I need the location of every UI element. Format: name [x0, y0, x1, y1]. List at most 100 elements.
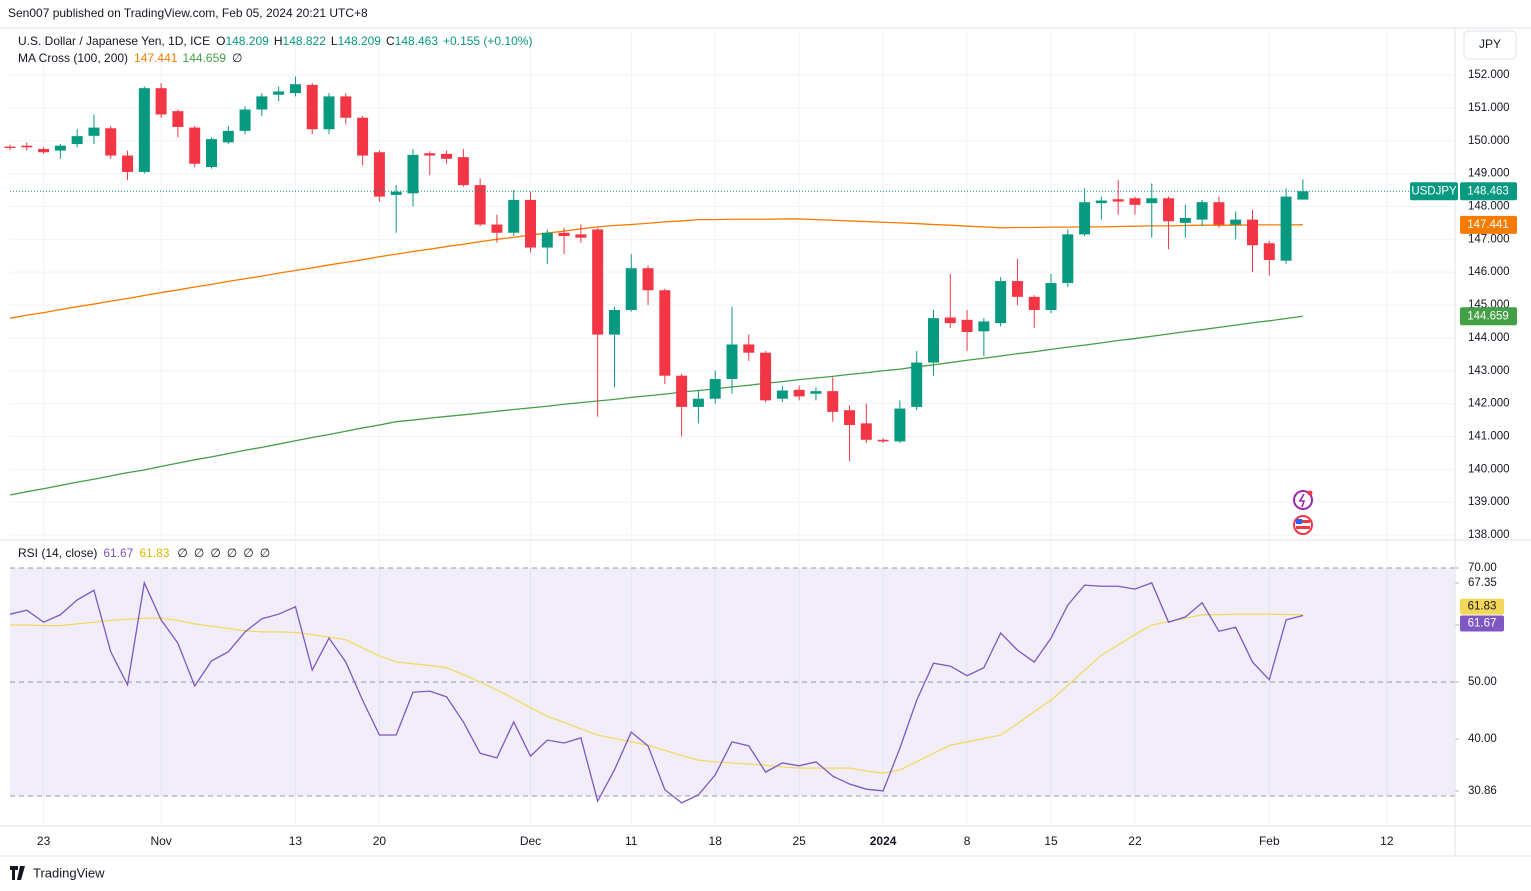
candle-body [659, 290, 671, 376]
indicator-flag: ∅ [260, 546, 270, 560]
overlay-layer: Sen007 published on TradingView.com, Feb… [0, 6, 1531, 880]
price-tag-label: 148.463 [1467, 185, 1509, 197]
candle-body [323, 96, 335, 130]
candle-body [894, 408, 906, 442]
candle-body [256, 96, 268, 110]
candle-body [709, 378, 721, 399]
y-tick-label: 70.00 [1468, 562, 1497, 574]
candle-body [105, 128, 117, 156]
legend-rsi: RSI (14, close) 61.67 61.83 ∅ ∅ ∅ ∅ ∅ ∅ [18, 546, 270, 560]
change: +0.155 (+0.10%) [443, 34, 532, 48]
x-tick-label: 2024 [870, 834, 897, 848]
candle-body [1146, 198, 1158, 204]
x-tick-label: 18 [709, 834, 723, 848]
candle-body [541, 232, 553, 248]
indicator-value: 147.441 [134, 51, 178, 65]
candle-body [54, 145, 66, 151]
candle-body [424, 153, 436, 156]
x-tick-label: 13 [289, 834, 303, 848]
indicator-value: 144.659 [183, 51, 227, 65]
candle-body [827, 391, 839, 412]
candle-body [122, 155, 134, 172]
country-icon[interactable] [1293, 515, 1313, 535]
currency-label[interactable]: JPY [1479, 37, 1501, 51]
x-tick-label: 23 [37, 834, 51, 848]
x-tick-label: 11 [625, 834, 638, 848]
candle-body [961, 319, 973, 332]
candle-body [1011, 281, 1023, 297]
event-icon[interactable] [1293, 490, 1313, 510]
candle-body [138, 88, 150, 172]
indicator-name: MA Cross (100, 200) [18, 51, 128, 65]
y-tick-label: 146.000 [1468, 266, 1510, 278]
x-tick-label: 15 [1044, 834, 1058, 848]
y-tick-label: 143.000 [1468, 365, 1510, 377]
candle-body [155, 88, 167, 115]
candle-body [760, 352, 772, 401]
flag-stripe [1296, 520, 1310, 523]
event-icon-dot [1307, 490, 1313, 496]
candle-body [407, 154, 419, 194]
event-icon-bolt [1298, 493, 1306, 508]
candle-body [676, 375, 688, 407]
candle-body [172, 111, 184, 127]
rsi-tag-label: 61.67 [1468, 618, 1497, 630]
rsi-tag-label: 61.83 [1468, 601, 1497, 613]
candle-body [340, 96, 352, 118]
x-tick-label: 20 [373, 834, 387, 848]
y-tick-label: 50.00 [1468, 676, 1497, 688]
candle-body [1213, 202, 1225, 225]
candle-body [525, 199, 537, 248]
x-tick-label: 25 [792, 834, 806, 848]
x-tick-label: Feb [1259, 834, 1280, 848]
candle-body [1079, 202, 1091, 235]
legend-main: U.S. Dollar / Japanese Yen, 1D, ICE O148.… [18, 34, 532, 48]
y-tick-label: 144.000 [1468, 332, 1510, 344]
ohlc-label: H [274, 34, 283, 48]
candle-body [1263, 243, 1275, 261]
y-tick-label: 140.000 [1468, 463, 1510, 475]
candle-body [608, 309, 620, 335]
y-tick-label: 152.000 [1468, 69, 1510, 81]
candle-body [1112, 199, 1124, 202]
x-tick-label: 12 [1380, 834, 1394, 848]
symbol-tag [1410, 182, 1458, 201]
candle-body [592, 229, 604, 335]
rsi-tag [1460, 598, 1504, 615]
y-tick-label: 139.000 [1468, 496, 1510, 508]
flag-stripe [1296, 526, 1310, 529]
y-tick-label: 30.86 [1468, 785, 1497, 797]
y-tick-label: 149.000 [1468, 168, 1510, 180]
indicator-flag: ∅ [177, 546, 187, 560]
candle-body [88, 127, 100, 136]
candle-body [491, 224, 503, 233]
candle-body [71, 136, 83, 145]
indicator-flag: ∅ [194, 546, 204, 560]
candle-body [558, 232, 570, 237]
candle-body [21, 145, 33, 148]
candle-body [373, 152, 385, 197]
candle-body [189, 127, 201, 164]
publisher: Sen007 published on TradingView.com, Feb… [8, 6, 368, 20]
candle-body [1045, 283, 1057, 310]
y-tick-label: 40.00 [1468, 733, 1497, 745]
y-tick-label: 138.000 [1468, 529, 1510, 541]
y-tick-label: 148.000 [1468, 200, 1510, 212]
candle-body [1163, 198, 1175, 222]
candle-body [776, 390, 788, 399]
rsi-tag [1460, 615, 1504, 632]
candle-body [944, 317, 956, 324]
flag-canton [1296, 519, 1302, 524]
candle-body [810, 391, 822, 394]
candle-body [911, 362, 923, 407]
ma-tag [1460, 307, 1517, 326]
candle-body [273, 91, 285, 95]
indicator-value: 61.67 [103, 546, 133, 560]
candle-body [793, 389, 805, 397]
symbol-tag-label: USDJPY [1411, 185, 1457, 197]
ohlc-label: L [331, 34, 338, 48]
currency-button[interactable] [1463, 30, 1517, 60]
candle-body [474, 185, 486, 225]
